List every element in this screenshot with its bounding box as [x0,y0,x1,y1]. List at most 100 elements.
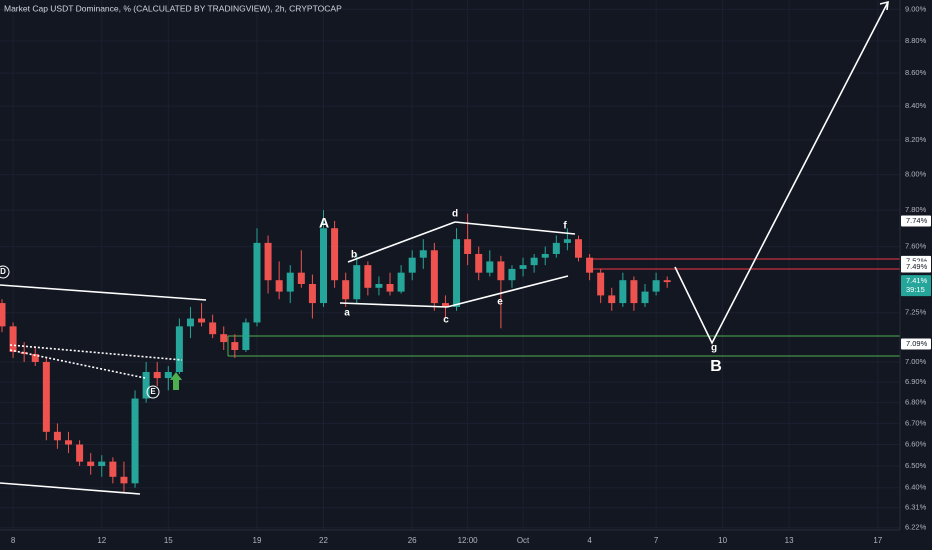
wave-label: c [443,315,449,326]
wave-label: d [452,209,458,220]
candles [0,210,671,493]
y-tick-label: 8.00% [905,170,927,179]
candle-body [441,303,449,307]
x-tick-label: 15 [164,536,173,545]
y-tick-label: 8.40% [905,101,927,110]
countdown: 39:15 [906,285,925,294]
y-tick-label: 9.00% [905,4,927,13]
candle-body [652,280,660,292]
annotations: Aa b c d e f gB D E [0,209,722,396]
wave-label: e [497,297,503,308]
price-label-box [901,338,931,350]
trend-line [0,482,141,495]
candle-body [475,253,483,273]
drawings [0,0,889,495]
candle-body [164,372,172,379]
candle-body [98,461,106,466]
candle-body [597,272,605,296]
candle-body [453,239,461,307]
trend-line [446,275,569,308]
y-tick-label: 6.90% [905,377,927,386]
candle-body [308,283,316,304]
candle-body [242,322,250,350]
price-label: 7.52% [906,256,928,265]
candle-body [397,272,405,292]
x-tick-label: 19 [253,536,262,545]
y-tick-label: 7.25% [905,308,927,317]
candle-body [430,250,438,304]
candle-body [76,444,84,462]
y-tick-label: 6.40% [905,483,927,492]
wave-label: A [319,215,329,231]
candle-body [608,295,616,304]
candle-body [530,257,538,266]
candle-body [264,242,272,281]
candle-body [109,461,117,477]
candle-body [563,239,571,243]
wave-label: a [344,308,350,319]
arrow-head [879,0,889,11]
candle-body [120,476,128,484]
price-label: 7.74% [906,216,928,225]
candle-body [9,326,17,352]
candle-body [375,283,383,288]
candle-body [364,265,372,288]
candle-body [574,239,582,258]
candle-body [231,342,239,350]
wave-label: b [351,250,357,261]
x-tick-label: 8 [11,536,16,545]
last-price-label: 7.41% [906,276,928,285]
x-tick-label: 7 [654,536,659,545]
candle-body [630,280,638,304]
candle-body [220,334,228,343]
candle-body [42,361,50,432]
candle-body [508,268,516,281]
candle-body [31,353,39,362]
candle-body [153,372,161,379]
candle-body [541,253,549,258]
y-tick-label: 6.60% [905,440,927,449]
y-tick-label: 7.80% [905,205,927,214]
x-tick-label: 26 [408,536,417,545]
circle [0,265,10,279]
x-tick-label: 12 [97,536,106,545]
candle-body [619,280,627,304]
x-tick-label: 22 [319,536,328,545]
x-tick-label: 17 [873,536,882,545]
y-tick-label: 7.00% [905,357,927,366]
y-tick-label: 6.50% [905,461,927,470]
candle-body [552,242,560,254]
trend-line [0,284,207,301]
last-price-box [901,275,931,297]
wave-label: B [710,358,722,375]
candle-body [342,280,350,300]
y-tick-label: 6.70% [905,418,927,427]
candle-body [419,250,427,258]
candle-body [131,398,139,484]
trend-line [454,221,576,235]
candle-body [297,272,305,284]
y-tick-label: 8.60% [905,68,927,77]
candle-body [142,372,150,399]
y-tick-label: 6.22% [905,523,927,532]
candle-body [275,280,283,292]
candle-body [320,228,328,304]
y-tick-label: 6.80% [905,398,927,407]
candle-body [497,261,505,281]
candle-body [209,322,217,335]
y-tick-label: 7.60% [905,242,927,251]
candle-body [663,280,671,283]
price-label: 7.49% [906,262,928,271]
y-axis [900,0,932,550]
trend-line [347,221,456,263]
wave-label: D [0,267,6,276]
price-label-box [901,215,931,227]
x-tick-label: 13 [785,536,794,545]
candle-body [331,228,339,281]
candle-body [0,303,6,327]
x-tick-label: 12:00 [458,536,479,545]
y-tick-label: 8.80% [905,36,927,45]
dotted-line [9,349,146,379]
